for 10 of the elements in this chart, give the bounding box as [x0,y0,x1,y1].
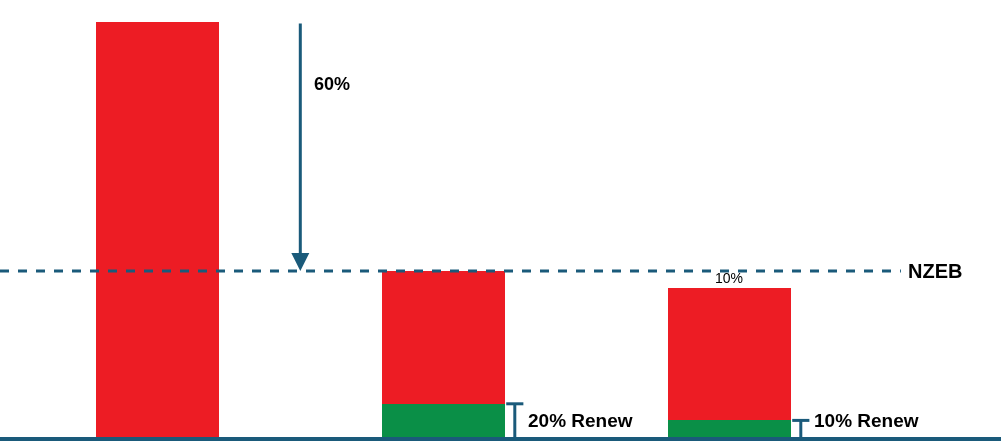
annotation: 10% Renew [814,410,919,431]
bar [381,271,505,404]
annotation: 60% [314,74,351,94]
annotation: 10% [715,270,744,286]
bar [667,287,791,421]
annotation: 20% Renew [528,410,633,431]
bar [95,22,219,437]
bar [381,403,505,437]
ref-line-label: NZEB [908,260,963,282]
bar [667,420,791,437]
